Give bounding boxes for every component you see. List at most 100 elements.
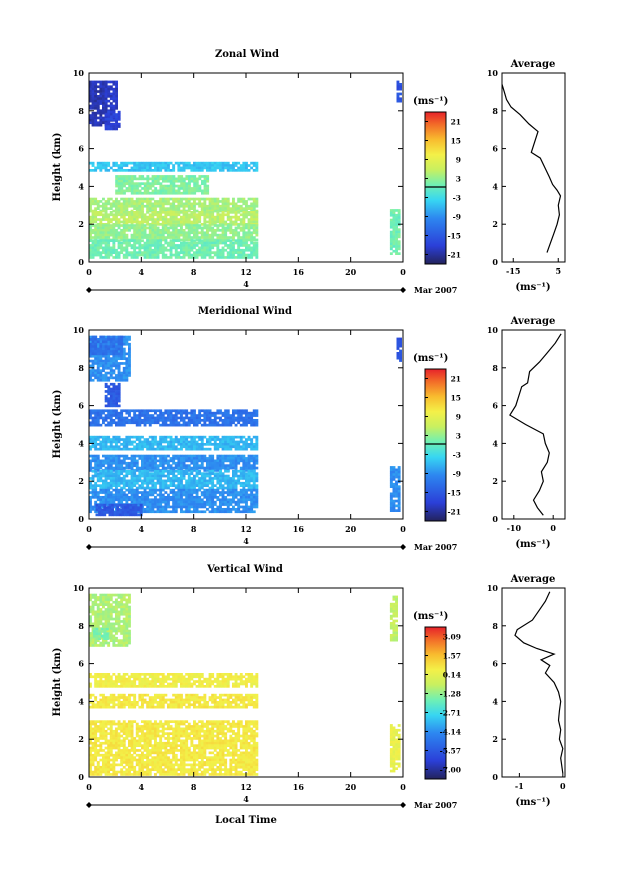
heatmap-cell [117, 354, 121, 358]
heatmap-cell [135, 161, 139, 165]
heatmap-cell [237, 457, 241, 460]
heatmap-cell [239, 204, 243, 208]
heatmap-cell [112, 109, 116, 113]
heatmap-cell [164, 457, 168, 460]
heatmap-cell [180, 182, 184, 185]
heatmap-cell [247, 256, 251, 259]
heatmap-cell [226, 508, 230, 511]
heatmap-cell [115, 220, 118, 224]
heatmap-cell [154, 218, 157, 221]
heatmap-cell [117, 169, 121, 172]
heatmap-cell [389, 504, 393, 508]
heatmap-cell [112, 369, 116, 372]
heatmap-cell [167, 466, 170, 470]
x-tick-label: 4 [139, 267, 145, 277]
heatmap-cell [174, 479, 178, 483]
heatmap-cell [167, 486, 170, 490]
heatmap-cell [115, 169, 118, 172]
heatmap-cell [190, 177, 194, 181]
heatmap-cell [182, 202, 186, 206]
heatmap-cell [154, 239, 157, 242]
heatmap-cell [128, 251, 131, 254]
heatmap-cell [232, 197, 235, 201]
heatmap-cell [143, 248, 147, 252]
heatmap-cell [226, 466, 230, 470]
heatmap-cell [96, 202, 100, 206]
heatmap-cell [115, 484, 118, 487]
heatmap-cell [107, 340, 111, 344]
heatmap-cell [102, 213, 105, 217]
heatmap-cell [133, 189, 137, 193]
heatmap-cell [208, 244, 212, 247]
heatmap-cell [195, 238, 199, 242]
heatmap-cell [397, 228, 401, 231]
heatmap-cell [221, 220, 225, 224]
heatmap-cell [94, 359, 98, 363]
heatmap-cell [164, 503, 168, 506]
heatmap-cell [221, 164, 225, 167]
heatmap-cell [107, 438, 111, 441]
heatmap-cell [117, 397, 121, 400]
heatmap-cell [148, 213, 152, 217]
heatmap-cell [185, 224, 189, 227]
heatmap-cell [159, 474, 163, 478]
heatmap-cell [174, 454, 178, 458]
heatmap-cell [161, 488, 165, 492]
heatmap-cell [104, 352, 108, 356]
heatmap-cell [156, 182, 160, 185]
heatmap-cell [146, 419, 150, 422]
heatmap-cell [252, 474, 256, 478]
heatmap-cell [104, 241, 108, 245]
heatmap-cell [146, 443, 150, 446]
heatmap-cell [164, 189, 168, 193]
heatmap-cell [174, 419, 178, 422]
heatmap-cell [221, 484, 225, 487]
heatmap-cell [89, 92, 92, 96]
heatmap-cell [112, 202, 116, 206]
heatmap-cell [128, 189, 132, 193]
heatmap-cell [104, 466, 108, 470]
heatmap-cell [112, 256, 116, 259]
heatmap-cell [185, 409, 189, 413]
heatmap-cell [117, 226, 121, 230]
heatmap-cell [247, 419, 251, 422]
heatmap-cell [125, 253, 129, 257]
heatmap-cell [172, 187, 176, 190]
heatmap-cell [115, 207, 118, 210]
heatmap-region [95, 503, 143, 517]
heatmap-cell [99, 498, 103, 502]
heatmap-cell [216, 486, 220, 490]
heatmap-cell [141, 213, 144, 217]
heatmap-cell [107, 399, 111, 403]
heatmap-cell [206, 423, 209, 427]
heatmap-cell [396, 340, 400, 343]
heatmap-cell [154, 207, 157, 210]
heatmap-cell [232, 223, 235, 226]
heatmap-cell [102, 350, 105, 353]
heatmap-cell [138, 207, 142, 210]
heatmap-cell [120, 352, 124, 356]
heatmap-cell [174, 256, 178, 259]
heatmap-cell [99, 256, 103, 259]
heatmap-cell [247, 435, 251, 439]
panel-title: Meridional Wind [198, 306, 292, 317]
heatmap-cell [187, 244, 191, 247]
heatmap-cell [135, 421, 139, 425]
heatmap-cell [232, 498, 235, 502]
heatmap-cell [185, 472, 189, 475]
heatmap-cell [247, 469, 251, 473]
heatmap-cell [89, 121, 92, 125]
heatmap-cell [136, 187, 139, 190]
heatmap-cell [185, 447, 189, 451]
heatmap-cell [107, 423, 111, 427]
heatmap-cell [219, 229, 222, 232]
heatmap-cell [125, 189, 129, 193]
heatmap-cell [128, 369, 131, 372]
heatmap-cell [115, 122, 118, 126]
heatmap-cell [146, 182, 150, 185]
heatmap-cell [182, 411, 186, 415]
heatmap-cell [138, 166, 142, 170]
heatmap-cell [177, 454, 181, 458]
heatmap-cell [125, 371, 129, 375]
heatmap-cell [172, 215, 176, 219]
